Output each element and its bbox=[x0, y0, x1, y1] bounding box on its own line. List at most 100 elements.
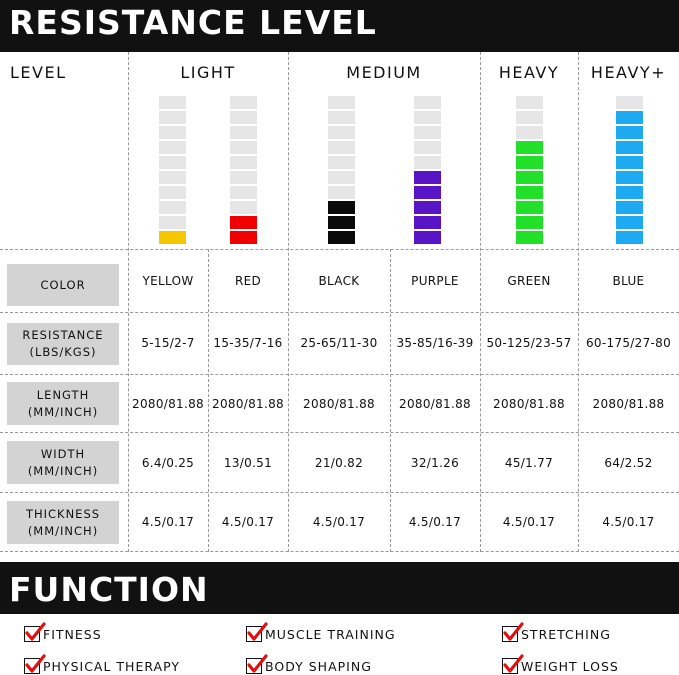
band-segment bbox=[616, 111, 643, 124]
checkbox-checked-icon bbox=[246, 622, 268, 642]
row-label-resistance: RESISTANCE (LBS/KGS) bbox=[7, 323, 119, 365]
band-segment bbox=[230, 201, 257, 214]
header-heavy: HEAVY bbox=[498, 63, 560, 82]
cell-thickness: 4.5/0.17 bbox=[502, 515, 556, 529]
function-label: PHYSICAL THERAPY bbox=[43, 658, 180, 674]
grid-line bbox=[0, 492, 679, 493]
cell-length: 2080/81.88 bbox=[212, 397, 284, 411]
function-item: MUSCLE TRAINING bbox=[246, 622, 396, 644]
header-level: LEVEL bbox=[10, 63, 67, 82]
function-item: PHYSICAL THERAPY bbox=[24, 654, 180, 675]
cell-width: 6.4/0.25 bbox=[141, 456, 195, 470]
cell-thickness: 4.5/0.17 bbox=[221, 515, 275, 529]
function-banner: FUNCTION bbox=[0, 562, 679, 614]
cell-color: PURPLE bbox=[411, 274, 459, 288]
band-yellow bbox=[159, 96, 186, 246]
band-segment bbox=[230, 231, 257, 244]
band-segment bbox=[328, 186, 355, 199]
grid-line bbox=[0, 374, 679, 375]
band-segment bbox=[328, 141, 355, 154]
band-segment bbox=[616, 141, 643, 154]
band-segment bbox=[516, 201, 543, 214]
cell-width: 64/2.52 bbox=[604, 456, 653, 470]
band-purple bbox=[414, 96, 441, 246]
band-segment bbox=[616, 156, 643, 169]
cell-resistance: 5-15/2-7 bbox=[141, 336, 195, 350]
band-segment bbox=[328, 201, 355, 214]
band-segment bbox=[616, 216, 643, 229]
band-segment bbox=[230, 141, 257, 154]
band-black bbox=[328, 96, 355, 246]
row-label-width: WIDTH (MM/INCH) bbox=[7, 441, 119, 484]
cell-width: 45/1.77 bbox=[504, 456, 554, 470]
band-segment bbox=[516, 126, 543, 139]
band-segment bbox=[159, 141, 186, 154]
resistance-table bbox=[0, 52, 679, 552]
band-segment bbox=[230, 111, 257, 124]
checkbox-checked-icon bbox=[502, 622, 524, 642]
band-segment bbox=[516, 216, 543, 229]
band-segment bbox=[616, 186, 643, 199]
cell-resistance: 50-125/23-57 bbox=[486, 336, 572, 350]
function-item: FITNESS bbox=[24, 622, 102, 644]
cell-length: 2080/81.88 bbox=[592, 397, 665, 411]
band-segment bbox=[159, 111, 186, 124]
cell-length: 2080/81.88 bbox=[303, 397, 375, 411]
cell-color: GREEN bbox=[507, 274, 551, 288]
band-segment bbox=[159, 171, 186, 184]
grid-line bbox=[390, 249, 391, 552]
cell-color: YELLOW bbox=[142, 274, 194, 288]
band-segment bbox=[414, 126, 441, 139]
band-segment bbox=[159, 216, 186, 229]
band-segment bbox=[516, 96, 543, 109]
cell-color: BLUE bbox=[612, 274, 645, 288]
grid-line bbox=[0, 249, 679, 250]
band-segment bbox=[230, 156, 257, 169]
band-segment bbox=[414, 231, 441, 244]
band-segment bbox=[616, 201, 643, 214]
band-segment bbox=[328, 231, 355, 244]
row-label-thickness: THICKNESS (MM/INCH) bbox=[7, 501, 119, 544]
row-label-color: COLOR bbox=[7, 264, 119, 306]
band-segment bbox=[616, 231, 643, 244]
checkbox-checked-icon bbox=[24, 654, 46, 674]
cell-resistance: 25-65/11-30 bbox=[300, 336, 378, 350]
band-segment bbox=[328, 96, 355, 109]
band-segment bbox=[516, 156, 543, 169]
band-green bbox=[516, 96, 543, 246]
band-segment bbox=[414, 171, 441, 184]
band-segment bbox=[159, 231, 186, 244]
cell-thickness: 4.5/0.17 bbox=[312, 515, 366, 529]
band-segment bbox=[516, 111, 543, 124]
band-segment bbox=[159, 126, 186, 139]
band-segment bbox=[516, 141, 543, 154]
band-segment bbox=[616, 171, 643, 184]
cell-thickness: 4.5/0.17 bbox=[408, 515, 462, 529]
band-segment bbox=[230, 96, 257, 109]
band-segment bbox=[230, 186, 257, 199]
checkbox-checked-icon bbox=[502, 654, 524, 674]
cell-width: 21/0.82 bbox=[314, 456, 364, 470]
band-segment bbox=[328, 111, 355, 124]
grid-line bbox=[128, 52, 129, 552]
band-segment bbox=[414, 156, 441, 169]
header-medium: MEDIUM bbox=[346, 63, 422, 82]
grid-line bbox=[0, 312, 679, 313]
grid-line bbox=[578, 52, 579, 552]
grid-line bbox=[0, 551, 679, 552]
cell-length: 2080/81.88 bbox=[493, 397, 565, 411]
title-banner: RESISTANCE LEVEL bbox=[0, 0, 679, 52]
band-segment bbox=[414, 216, 441, 229]
cell-resistance: 15-35/7-16 bbox=[213, 336, 283, 350]
band-segment bbox=[414, 141, 441, 154]
grid-line bbox=[208, 249, 209, 552]
function-label: WEIGHT LOSS bbox=[521, 658, 619, 674]
function-item: WEIGHT LOSS bbox=[502, 654, 619, 675]
band-red bbox=[230, 96, 257, 246]
cell-resistance: 60-175/27-80 bbox=[585, 336, 672, 350]
band-segment bbox=[159, 186, 186, 199]
band-segment bbox=[159, 96, 186, 109]
cell-color: RED bbox=[234, 274, 262, 288]
cell-width: 32/1.26 bbox=[410, 456, 460, 470]
cell-length: 2080/81.88 bbox=[399, 397, 471, 411]
